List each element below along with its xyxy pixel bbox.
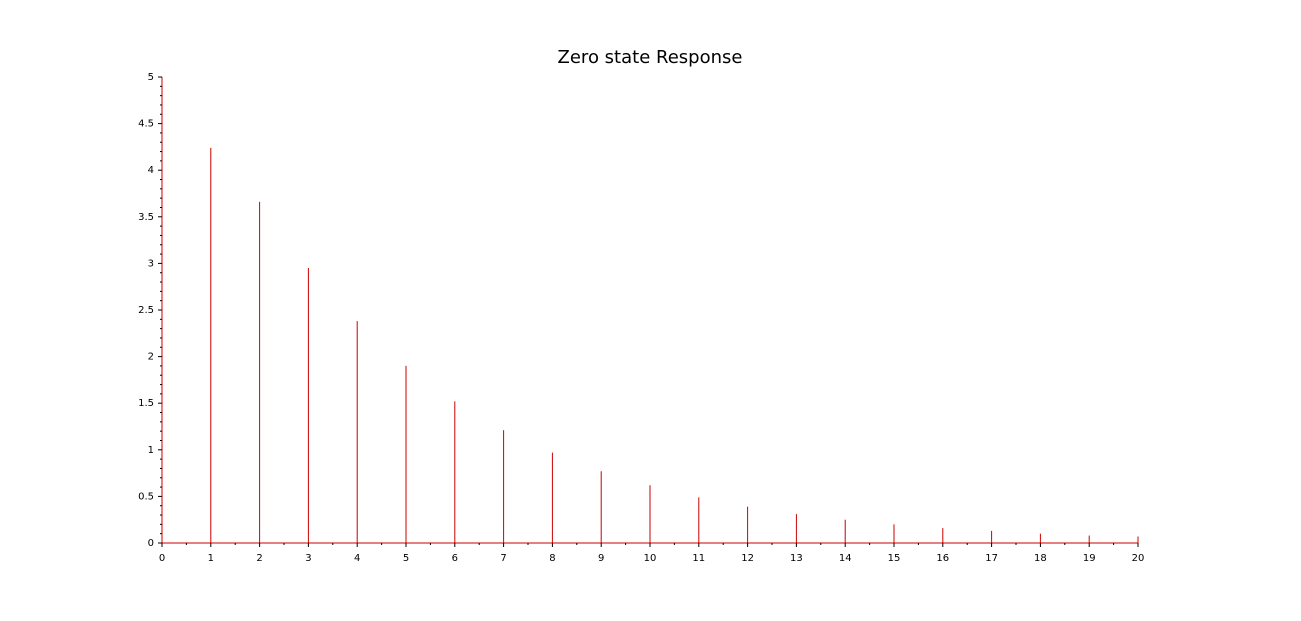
x-tick-label: 15 bbox=[888, 553, 901, 564]
x-tick-label: 3 bbox=[305, 553, 311, 564]
x-tick-label: 13 bbox=[790, 553, 803, 564]
y-tick-label: 3.5 bbox=[138, 212, 154, 223]
x-tick-label: 16 bbox=[936, 553, 949, 564]
x-tick-label: 4 bbox=[354, 553, 360, 564]
y-tick-label: 1 bbox=[148, 445, 154, 456]
x-tick-label: 18 bbox=[1034, 553, 1047, 564]
y-tick-label: 0.5 bbox=[138, 491, 154, 502]
x-tick-label: 9 bbox=[598, 553, 604, 564]
x-tick-label: 1 bbox=[208, 553, 214, 564]
y-tick-label: 1.5 bbox=[138, 398, 154, 409]
x-tick-label: 12 bbox=[741, 553, 754, 564]
y-tick-label: 5 bbox=[148, 72, 154, 83]
x-tick-label: 10 bbox=[644, 553, 657, 564]
x-tick-label: 7 bbox=[500, 553, 506, 564]
x-tick-label: 20 bbox=[1132, 553, 1145, 564]
x-tick-label: 0 bbox=[159, 553, 165, 564]
x-tick-label: 11 bbox=[692, 553, 705, 564]
x-tick-label: 19 bbox=[1083, 553, 1096, 564]
y-tick-label: 2 bbox=[148, 352, 154, 363]
y-axis-ticks: 0 0.5 1 1.5 2 2.5 3 3.5 4 4.5 5 bbox=[138, 72, 162, 549]
x-tick-label: 5 bbox=[403, 553, 409, 564]
y-tick-label: 0 bbox=[148, 538, 154, 549]
x-tick-label: 17 bbox=[985, 553, 998, 564]
stem-series bbox=[210, 147, 1139, 543]
x-tick-label: 14 bbox=[839, 553, 852, 564]
y-tick-label: 4 bbox=[148, 165, 154, 176]
y-tick-label: 3 bbox=[148, 258, 154, 269]
y-tick-label: 2.5 bbox=[138, 305, 154, 316]
x-axis-ticks: 0 1 2 3 4 5 6 7 8 9 10 11 12 13 14 15 16 17 18 19 20 bbox=[159, 543, 1145, 564]
x-tick-label: 8 bbox=[549, 553, 555, 564]
y-tick-label: 4.5 bbox=[138, 119, 154, 130]
chart-title: Zero state Response bbox=[558, 47, 743, 68]
x-tick-label: 2 bbox=[256, 553, 262, 564]
x-tick-label: 6 bbox=[452, 553, 458, 564]
